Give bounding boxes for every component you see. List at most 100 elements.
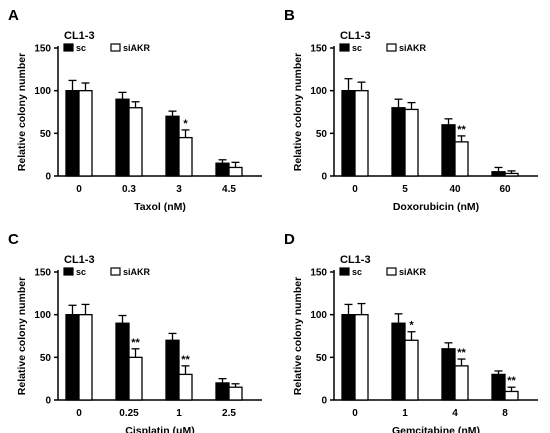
legend-swatch-siakr (386, 43, 397, 52)
legend-swatch-sc (339, 43, 350, 52)
legend-label-siakr: siAKR (123, 267, 151, 277)
bar-sc-4 (441, 348, 456, 401)
legend: sc siAKR (63, 267, 151, 277)
y-tick-label: 50 (316, 353, 328, 364)
x-tick-label: 3 (176, 184, 182, 195)
significance-mark: ** (457, 124, 466, 136)
bar-sc-0.25 (115, 322, 130, 401)
y-tick-label: 150 (34, 268, 51, 279)
x-tick-label: 8 (502, 408, 508, 419)
x-tick-label: 60 (499, 184, 511, 195)
y-axis-title: Relative colony number (292, 277, 304, 395)
legend-label-sc: sc (352, 43, 362, 53)
bar-siakr-0 (354, 90, 369, 177)
bar-siakr-8 (504, 390, 519, 401)
bar-siakr-0.3 (128, 107, 143, 177)
bar-siakr-4.5 (228, 166, 243, 177)
panel-d: D CL1-3sc siAKR 0 50 100 150 Relative colony nu… (284, 231, 538, 433)
cell-line-label: CL1-3 (340, 30, 371, 42)
bar-sc-8 (491, 373, 506, 401)
y-tick-label: 50 (316, 129, 328, 140)
x-tick-label: 0 (352, 184, 358, 195)
legend: sc siAKR (63, 43, 151, 53)
legend-label-sc: sc (352, 267, 362, 277)
bar-sc-0 (65, 314, 80, 401)
significance-mark: * (409, 320, 414, 332)
bar-sc-0 (341, 90, 356, 177)
x-axis-title: Cisplatin (μM) (125, 425, 194, 433)
legend-swatch-sc (339, 267, 350, 276)
bar-siakr-2.5 (228, 386, 243, 401)
bar-siakr-40 (454, 141, 469, 177)
legend-label-sc: sc (76, 43, 86, 53)
legend-swatch-siakr (110, 267, 121, 276)
significance-mark: ** (507, 375, 516, 387)
x-tick-label: 0.3 (122, 184, 136, 195)
bar-sc-0 (341, 314, 356, 401)
y-tick-label: 50 (40, 353, 52, 364)
y-tick-label: 150 (310, 44, 327, 55)
bar-siakr-0.25 (128, 356, 143, 401)
y-tick-label: 100 (34, 86, 51, 97)
x-tick-label: 40 (449, 184, 461, 195)
x-tick-label: 0 (76, 184, 82, 195)
x-tick-label: 2.5 (222, 408, 236, 419)
significance-mark: ** (131, 337, 140, 349)
bar-sc-1 (391, 322, 406, 401)
bar-siakr-0 (78, 90, 93, 177)
y-tick-label: 100 (310, 310, 327, 321)
y-axis-title: Relative colony number (16, 53, 28, 171)
legend: sc siAKR (339, 267, 427, 277)
bar-sc-5 (391, 107, 406, 177)
y-axis-title: Relative colony number (16, 277, 28, 395)
x-tick-label: 4 (452, 408, 458, 419)
cell-line-label: CL1-3 (64, 30, 95, 42)
x-tick-label: 4.5 (222, 184, 236, 195)
bar-siakr-0 (354, 314, 369, 401)
bar-sc-60 (491, 171, 506, 177)
x-tick-label: 5 (402, 184, 408, 195)
legend-label-siakr: siAKR (399, 267, 427, 277)
bar-sc-0 (65, 90, 80, 177)
panel-letter: A (8, 7, 19, 24)
significance-mark: * (183, 118, 188, 130)
y-axis-title: Relative colony number (292, 53, 304, 171)
bar-sc-2.5 (215, 382, 230, 401)
legend-swatch-sc (63, 267, 74, 276)
cell-line-label: CL1-3 (64, 254, 95, 266)
panel-letter: C (8, 231, 19, 248)
panel-letter: B (284, 7, 295, 24)
bar-sc-3 (165, 115, 180, 177)
bar-siakr-60 (504, 172, 519, 177)
legend-swatch-siakr (110, 43, 121, 52)
y-tick-label: 50 (40, 129, 52, 140)
bar-siakr-3 (178, 136, 193, 177)
panel-letter: D (284, 231, 295, 248)
significance-mark: ** (457, 347, 466, 359)
panel-c: C CL1-3sc siAKR 0 50 100 150 Relative colony nu… (8, 231, 262, 433)
panel-a: A CL1-3sc siAKR 0 50 100 150 Relative colony nu… (8, 7, 262, 213)
y-tick-label: 150 (34, 44, 51, 55)
bar-sc-1 (165, 339, 180, 401)
bar-sc-0.3 (115, 98, 130, 177)
bar-siakr-4 (454, 365, 469, 401)
legend-swatch-sc (63, 43, 74, 52)
legend-label-siakr: siAKR (123, 43, 151, 53)
y-tick-label: 150 (310, 268, 327, 279)
cell-line-label: CL1-3 (340, 254, 371, 266)
y-tick-label: 0 (321, 172, 327, 183)
y-tick-label: 100 (310, 86, 327, 97)
x-axis-title: Taxol (nM) (134, 201, 186, 213)
legend-swatch-siakr (386, 267, 397, 276)
y-tick-label: 0 (45, 172, 51, 183)
x-tick-label: 0.25 (119, 408, 139, 419)
y-tick-label: 100 (34, 310, 51, 321)
bar-siakr-1 (178, 373, 193, 401)
x-tick-label: 1 (402, 408, 408, 419)
legend-label-siakr: siAKR (399, 43, 427, 53)
bar-siakr-0 (78, 314, 93, 401)
y-tick-label: 0 (45, 396, 51, 407)
x-tick-label: 0 (352, 408, 358, 419)
significance-mark: ** (181, 354, 190, 366)
